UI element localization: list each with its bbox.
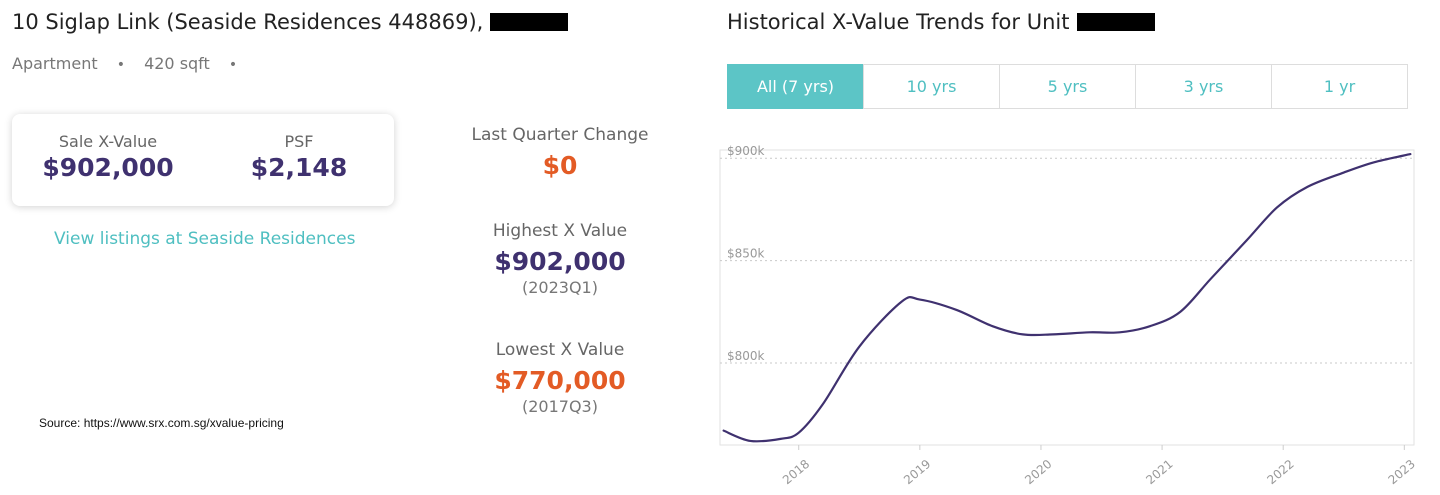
y-tick-label: $850k <box>727 247 765 261</box>
plot-area <box>719 149 1415 446</box>
y-tick-label: $900k <box>727 144 765 158</box>
chart-heading: Historical X-Value Trends for Unit <box>727 10 1156 34</box>
property-meta: Apartment • 420 sqft • <box>12 54 251 73</box>
x-tick-label: 2021 <box>1143 457 1175 487</box>
y-tick-label: $800k <box>727 349 765 363</box>
property-title-text: 10 Siglap Link (Seaside Residences 44886… <box>12 10 484 34</box>
psf-block: PSF $2,148 <box>204 132 394 182</box>
x-tick-label: 2019 <box>901 457 933 487</box>
x-tick-label: 2020 <box>1022 457 1054 487</box>
property-title: 10 Siglap Link (Seaside Residences 44886… <box>12 10 569 34</box>
last-quarter-change-block: Last Quarter Change $0 <box>460 125 660 180</box>
tab-all-7-yrs[interactable]: All (7 yrs) <box>727 64 864 109</box>
chart-heading-text: Historical X-Value Trends for Unit <box>727 10 1070 34</box>
last-quarter-change-value: $0 <box>542 151 578 180</box>
redacted-unit-block <box>1077 13 1156 31</box>
highest-x-value-period: (2023Q1) <box>522 278 598 297</box>
psf-amount: $2,148 <box>250 153 348 182</box>
highest-x-value-block: Highest X Value $902,000 (2023Q1) <box>460 221 660 297</box>
x-value-trend-chart: $800k $850k $900k 2018 2019 2020 2021 2022 2023 <box>719 144 1418 487</box>
highest-x-value-amount: $902,000 <box>494 247 626 276</box>
x-value-series-line <box>722 152 1412 443</box>
meta-separator: • <box>228 57 238 73</box>
redacted-unit-block <box>490 13 569 31</box>
last-quarter-change-label: Last Quarter Change <box>471 125 649 145</box>
x-tick-label: 2018 <box>780 457 812 487</box>
lowest-x-value-amount: $770,000 <box>494 366 626 395</box>
highest-x-value-label: Highest X Value <box>492 221 628 241</box>
lowest-x-value-label: Lowest X Value <box>495 340 625 360</box>
lowest-x-value-block: Lowest X Value $770,000 (2017Q3) <box>460 340 660 416</box>
x-tick-label: 2022 <box>1264 457 1296 487</box>
tab-1-yr[interactable]: 1 yr <box>1271 64 1408 109</box>
property-size: 420 sqft <box>144 54 210 73</box>
meta-separator: • <box>116 57 125 73</box>
source-note: Source: https://www.srx.com.sg/xvalue-pr… <box>39 416 284 430</box>
property-type: Apartment <box>12 54 98 73</box>
view-listings-link[interactable]: View listings at Seaside Residences <box>54 229 356 249</box>
lowest-x-value-period: (2017Q3) <box>522 397 598 416</box>
tab-5-yrs[interactable]: 5 yrs <box>999 64 1136 109</box>
sale-x-value-block: Sale X-Value $902,000 <box>12 132 204 182</box>
time-range-tabs: All (7 yrs) 10 yrs 5 yrs 3 yrs 1 yr <box>727 64 1408 109</box>
tab-10-yrs[interactable]: 10 yrs <box>863 64 1000 109</box>
tab-3-yrs[interactable]: 3 yrs <box>1135 64 1272 109</box>
x-tick-label: 2023 <box>1386 457 1418 487</box>
sale-x-value-label: Sale X-Value <box>58 132 158 151</box>
valuation-card: Sale X-Value $902,000 PSF $2,148 <box>12 114 394 206</box>
psf-label: PSF <box>284 132 314 151</box>
sale-x-value-amount: $902,000 <box>42 153 174 182</box>
